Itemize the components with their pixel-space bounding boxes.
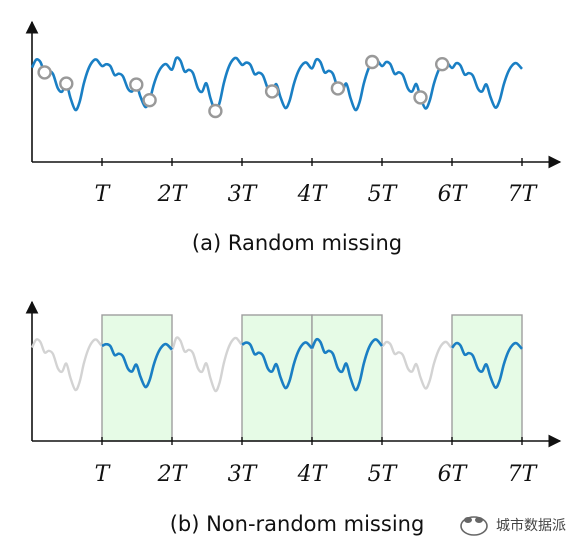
panel-a-tick-label-1: T xyxy=(95,182,112,207)
observed-series-segment xyxy=(310,337,384,392)
panel-b-non-random-missing: T 2T 3T 4T 5T 6T 7T (b) Non-random missing xyxy=(25,300,562,536)
observed-period-box xyxy=(311,314,383,442)
panel-b-tick-label-4: 4T xyxy=(297,462,329,487)
missing-point-marker xyxy=(264,84,280,99)
missing-point-marker xyxy=(37,65,52,80)
panel-b-tick-label-5: 5T xyxy=(368,462,399,487)
panel-b-tick-label-6: 6T xyxy=(438,462,469,487)
observed-period-box xyxy=(101,314,173,442)
panel-b-tick-label-1: T xyxy=(95,462,112,487)
panel-a-tick-label-4: 4T xyxy=(297,182,329,207)
panel-a-tick-label-3: 3T xyxy=(228,182,259,207)
panel-b-tick-label-7: 7T xyxy=(508,462,539,487)
missing-point-marker xyxy=(208,103,223,119)
missing-point-marker xyxy=(142,92,157,108)
missing-point-marker xyxy=(59,76,74,91)
panel-a-tick-label-2: 2T xyxy=(157,182,189,207)
panel-a-random-missing: T 2T 3T 4T 5T 6T 7T (a) Random missing xyxy=(25,20,562,255)
watermark: 城市数据派 xyxy=(460,516,566,536)
missing-point-marker xyxy=(129,77,144,92)
watermark-text: 城市数据派 xyxy=(496,517,566,534)
panel-b-caption: (b) Non-random missing xyxy=(170,512,425,536)
panel-b-tick-label-3: 3T xyxy=(228,462,259,487)
panel-a-tick-label-5: 5T xyxy=(368,182,399,207)
observed-series-segment xyxy=(450,341,523,389)
panel-a-caption: (a) Random missing xyxy=(192,231,402,255)
missing-point-marker xyxy=(435,56,450,72)
panel-a-tick-label-7: 7T xyxy=(508,182,539,207)
watermark-logo-icon xyxy=(460,516,488,536)
observed-period-box xyxy=(241,314,313,442)
panel-a-tick-label-6: 6T xyxy=(438,182,469,207)
panel-b-tick-label-2: 2T xyxy=(157,462,189,487)
observed-series-segment xyxy=(241,341,313,390)
missing-point-marker xyxy=(365,54,380,70)
observed-series-segment xyxy=(101,342,173,389)
missing-point-marker xyxy=(413,90,428,105)
observed-period-box xyxy=(451,314,523,442)
missing-point-marker xyxy=(330,81,346,96)
